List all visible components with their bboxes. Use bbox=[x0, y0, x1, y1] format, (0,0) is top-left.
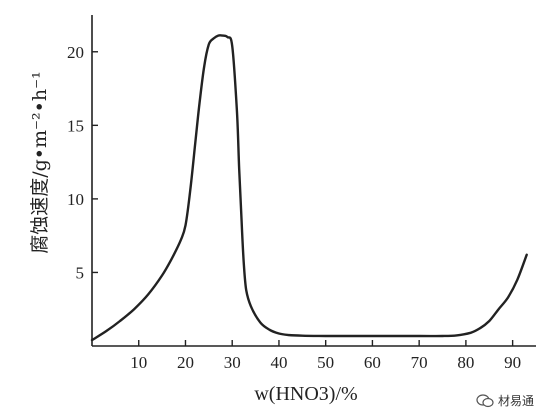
x-tick-label: 60 bbox=[364, 353, 381, 372]
axis-labels: w(HNO3)/% 腐蚀速度/g•m⁻²•h⁻¹ bbox=[29, 71, 358, 405]
axes bbox=[91, 15, 536, 347]
x-tick-label: 20 bbox=[177, 353, 194, 372]
watermark-text: 材易通 bbox=[497, 394, 534, 408]
watermark: 材易通 bbox=[476, 392, 534, 409]
wechat-icon bbox=[476, 393, 494, 407]
series-line bbox=[90, 34, 528, 342]
x-tick-label: 10 bbox=[130, 353, 147, 372]
x-axis-title: w(HNO3)/% bbox=[254, 383, 357, 405]
x-tick-label: 80 bbox=[457, 353, 474, 372]
y-tick-label: 5 bbox=[76, 263, 85, 282]
x-tick-label: 40 bbox=[270, 353, 287, 372]
y-tick-label: 15 bbox=[67, 116, 84, 135]
ticks: 10 20 30 40 50 60 70 80 90 5 10 15 20 bbox=[67, 43, 521, 372]
y-tick-label: 10 bbox=[67, 190, 84, 209]
x-tick-label: 30 bbox=[224, 353, 241, 372]
x-tick-label: 70 bbox=[411, 353, 428, 372]
x-tick-label: 50 bbox=[317, 353, 334, 372]
y-axis-title: 腐蚀速度/g•m⁻²•h⁻¹ bbox=[29, 71, 51, 254]
y-tick-label: 20 bbox=[67, 43, 84, 62]
x-tick-label: 90 bbox=[504, 353, 521, 372]
series bbox=[90, 34, 528, 342]
